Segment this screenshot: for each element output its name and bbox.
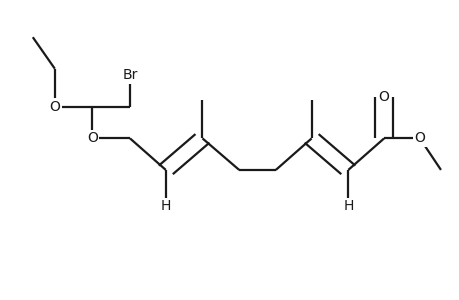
Text: H: H	[160, 200, 171, 213]
Text: O: O	[414, 131, 425, 146]
Text: O: O	[378, 90, 389, 104]
Text: O: O	[49, 100, 60, 114]
Text: H: H	[342, 200, 353, 213]
Text: O: O	[87, 131, 98, 146]
Text: Br: Br	[122, 68, 137, 82]
